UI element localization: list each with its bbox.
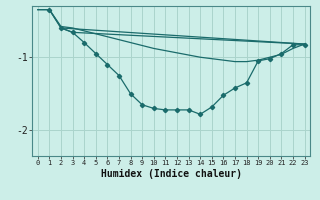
X-axis label: Humidex (Indice chaleur): Humidex (Indice chaleur) bbox=[101, 169, 242, 179]
